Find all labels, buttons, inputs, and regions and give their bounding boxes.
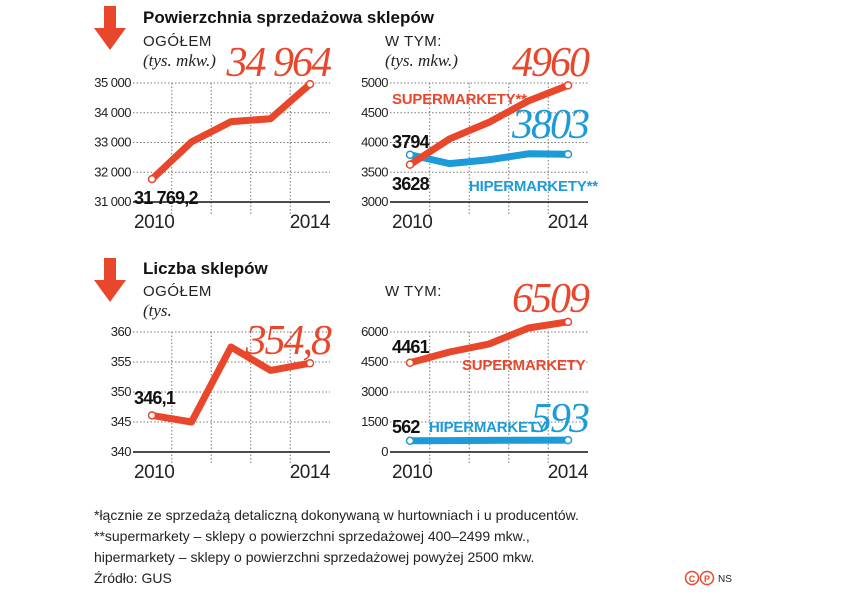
x-tick-label: 2014 [548,462,589,483]
series-label-supermarkets: SUPERMARKETY** [392,91,527,108]
start-value-hypermarkets: 562 [392,417,420,437]
series-line [148,343,314,426]
total-label: OGÓŁEM [143,283,212,300]
source: Źródło: GUS [94,570,172,586]
data-point [405,436,415,446]
y-tick-label: 3500 [361,164,388,179]
end-value: 354,8 [245,318,333,364]
svg-text:P: P [704,574,710,584]
x-tick-label: 2010 [134,462,174,483]
section-title: Liczba sklepów [143,259,268,278]
y-tick-label: 0 [381,444,388,459]
y-tick-label: 32 000 [94,164,131,179]
y-tick-label: 4500 [361,105,388,120]
data-point [563,317,573,327]
y-tick-label: 34 000 [94,105,131,120]
copyright-icon: C P [684,570,715,586]
data-point [563,435,573,445]
y-tick-label: 35 000 [94,75,131,90]
series-label-hypermarkets: HIPERMARKETY** [469,178,598,195]
start-value-supermarkets: 4461 [392,337,430,357]
breakdown-label: W TYM: [385,283,442,300]
series-line [406,150,572,168]
unit-label: (tys. mkw.) [143,51,216,70]
author-credit: NS [718,574,732,585]
start-value-supermarkets: 3628 [392,174,430,194]
y-tick-label: 3000 [361,194,388,209]
y-tick-label: 350 [111,384,131,399]
y-tick-label: 5000 [361,75,388,90]
data-point [405,160,415,169]
unit-label: (tys. mkw.) [385,51,458,70]
section-title: Powierzchnia sprzedażowa sklepów [143,8,435,27]
data-point [305,79,315,89]
end-value-supermarkets: 4960 [512,40,590,86]
y-tick-label: 3000 [361,384,388,399]
y-tick-label: 360 [111,324,131,339]
end-value: 34 964 [226,40,333,86]
y-tick-label: 4500 [361,354,388,369]
end-value-supermarkets: 6509 [512,276,590,322]
series-line [148,80,314,183]
data-point [405,358,415,368]
y-tick-label: 4000 [361,135,388,150]
footnote-1: *łącznie ze sprzedażą detaliczną dokonyw… [94,507,579,523]
arrow-down-icon [94,258,126,302]
total-label: OGÓŁEM [143,33,212,50]
x-tick-label: 2014 [290,212,331,233]
x-tick-label: 2010 [134,212,174,233]
y-tick-label: 33 000 [94,135,131,150]
series-line [406,318,572,367]
unit-label: (tys. [143,301,172,320]
end-value-hypermarkets: 3803 [511,102,589,148]
y-tick-label: 340 [111,444,131,459]
data-point [305,358,315,368]
end-value-hypermarkets: 593 [531,396,589,442]
breakdown-label: W TYM: [385,33,442,50]
x-tick-label: 2010 [392,212,432,233]
series-line [406,436,572,445]
data-point [563,149,573,159]
svg-text:C: C [689,574,696,584]
y-tick-label: 6000 [361,324,388,339]
data-point [563,81,573,90]
y-tick-label: 1500 [361,414,388,429]
y-tick-label: 355 [111,354,131,369]
x-tick-label: 2014 [548,212,589,233]
series-label-hypermarkets: HIPERMARKETY [429,419,547,436]
data-point [147,174,157,184]
start-value: 346,1 [134,388,176,408]
x-tick-label: 2014 [290,462,331,483]
data-point [147,411,157,420]
x-tick-label: 2010 [392,462,432,483]
y-tick-label: 31 000 [94,194,131,209]
footnote-3: hipermarkety – sklepy o powierzchni sprz… [94,549,534,565]
arrow-down-icon [94,6,126,50]
series-line [406,81,572,169]
data-point [405,150,415,160]
start-value: 31 769,2 [134,188,198,208]
footnote-2: **supermarkety – sklepy o powierzchni sp… [94,528,530,544]
series-label-supermarkets: SUPERMARKETY [462,357,586,374]
start-value-hypermarkets: 3794 [392,132,430,152]
y-tick-label: 345 [111,414,131,429]
